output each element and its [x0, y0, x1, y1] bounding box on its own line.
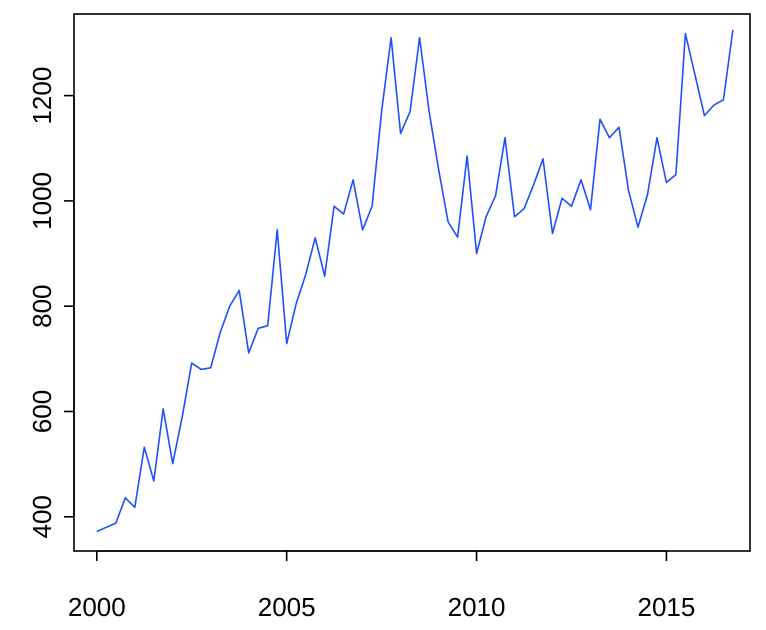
y-axis: 400 600 800 1000 1200	[27, 67, 75, 538]
x-tick-label: 2015	[638, 592, 696, 622]
y-tick-label: 1000	[27, 172, 57, 230]
x-tick-label: 2000	[68, 592, 126, 622]
y-tick-label: 1200	[27, 67, 57, 125]
y-tick-label: 400	[27, 495, 57, 538]
y-tick-label: 600	[27, 390, 57, 433]
x-tick-label: 2005	[258, 592, 316, 622]
y-tick-label: 800	[27, 284, 57, 327]
series-layer	[96, 29, 734, 533]
x-axis: 2000 2005 2010 2015	[68, 550, 696, 622]
x-tick-label: 2010	[448, 592, 506, 622]
series-line	[96, 29, 734, 533]
